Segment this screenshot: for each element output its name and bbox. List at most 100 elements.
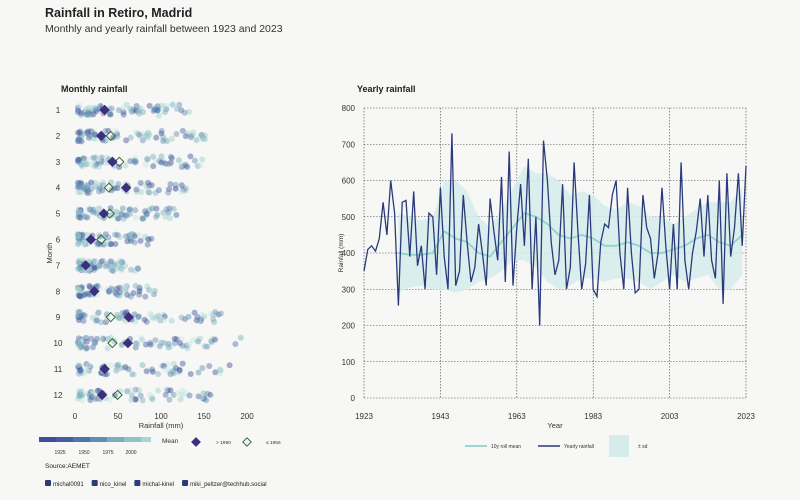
rain-point (75, 179, 82, 186)
rain-point (76, 257, 83, 264)
rain-point (139, 337, 146, 344)
rain-point (149, 368, 156, 375)
mean-1990-marker (99, 104, 110, 116)
legend-mean-title: Mean (162, 438, 179, 445)
rain-point (100, 335, 107, 342)
rain-point (115, 107, 122, 114)
rain-point (145, 130, 152, 137)
rain-point (76, 392, 83, 399)
x-tick-label: 50 (114, 412, 123, 421)
rain-point (127, 105, 134, 112)
rain-point (119, 259, 126, 266)
rain-point (85, 108, 92, 115)
rain-point (86, 391, 93, 398)
rain-point (76, 260, 83, 267)
rain-point (75, 369, 82, 376)
mean-1990-marker (98, 208, 110, 219)
rain-point (84, 110, 91, 117)
rain-point (77, 215, 84, 222)
rain-point (132, 344, 139, 351)
rain-point (150, 341, 157, 348)
rain-point (78, 368, 85, 375)
rain-point (78, 133, 85, 140)
rain-point (79, 341, 86, 348)
rain-point (117, 210, 124, 217)
rain-point (107, 241, 114, 248)
rain-point (115, 215, 122, 222)
rain-point (189, 337, 196, 344)
rain-point (88, 393, 95, 400)
rain-point (92, 162, 99, 169)
rain-point (116, 292, 123, 299)
rain-point (107, 362, 114, 369)
rain-point (132, 318, 139, 325)
rain-point (115, 361, 122, 368)
rain-point (100, 179, 107, 186)
rain-point (90, 160, 97, 167)
rain-point (125, 366, 132, 373)
rain-point (143, 183, 150, 190)
rain-point (75, 109, 82, 116)
rain-point (186, 392, 193, 399)
rain-point (87, 161, 94, 168)
rain-point (76, 308, 83, 315)
rain-point (76, 137, 83, 144)
rain-point (135, 314, 142, 321)
rain-point (116, 284, 123, 291)
rain-point (78, 180, 85, 187)
rain-point (78, 369, 85, 376)
rain-point (150, 106, 157, 113)
twitter-icon (91, 480, 98, 486)
rain-point (160, 158, 167, 165)
rain-point (148, 182, 155, 189)
rain-point (92, 395, 99, 402)
rain-point (91, 163, 98, 170)
rain-point (143, 318, 150, 325)
x-tick-label: 1943 (432, 412, 450, 421)
rain-point (144, 134, 151, 141)
x-tick-label: 200 (240, 412, 254, 421)
y-tick-label: 300 (342, 285, 356, 294)
rain-point (178, 107, 185, 114)
rain-point (182, 133, 189, 140)
rain-point (78, 181, 85, 188)
rain-point (84, 182, 91, 189)
linkedin-icon (134, 480, 141, 486)
rain-point (212, 336, 219, 343)
rain-point (75, 284, 82, 291)
rain-point (167, 215, 174, 222)
rain-point (142, 161, 149, 168)
rain-point (96, 261, 103, 268)
rain-point (84, 214, 91, 221)
rain-point (95, 157, 102, 164)
rain-point (81, 365, 88, 372)
x-tick-label: 2023 (737, 412, 755, 421)
rain-point (141, 316, 148, 323)
rain-point (163, 138, 170, 145)
rain-point (151, 287, 158, 294)
rain-point (161, 362, 168, 369)
rain-point (142, 293, 149, 300)
rain-point (203, 397, 210, 404)
rain-point (136, 283, 143, 290)
rain-point (85, 134, 92, 141)
rain-point (193, 336, 200, 343)
colorbar-tick: 2000 (125, 450, 136, 456)
rain-point (78, 336, 85, 343)
mean-1955-marker (114, 156, 125, 168)
rain-point (104, 286, 111, 293)
rain-point (83, 361, 90, 368)
rain-point (143, 211, 150, 218)
rain-point (196, 335, 203, 342)
mean-1955-marker (107, 337, 118, 349)
rain-point (217, 367, 224, 374)
rain-point (75, 212, 82, 219)
rain-point (132, 158, 139, 165)
rain-point (102, 231, 109, 238)
rain-point (84, 156, 91, 163)
rain-point (170, 391, 177, 398)
rain-point (78, 285, 85, 292)
rain-point (111, 338, 118, 345)
rain-point (172, 181, 179, 188)
rain-point (146, 207, 153, 214)
